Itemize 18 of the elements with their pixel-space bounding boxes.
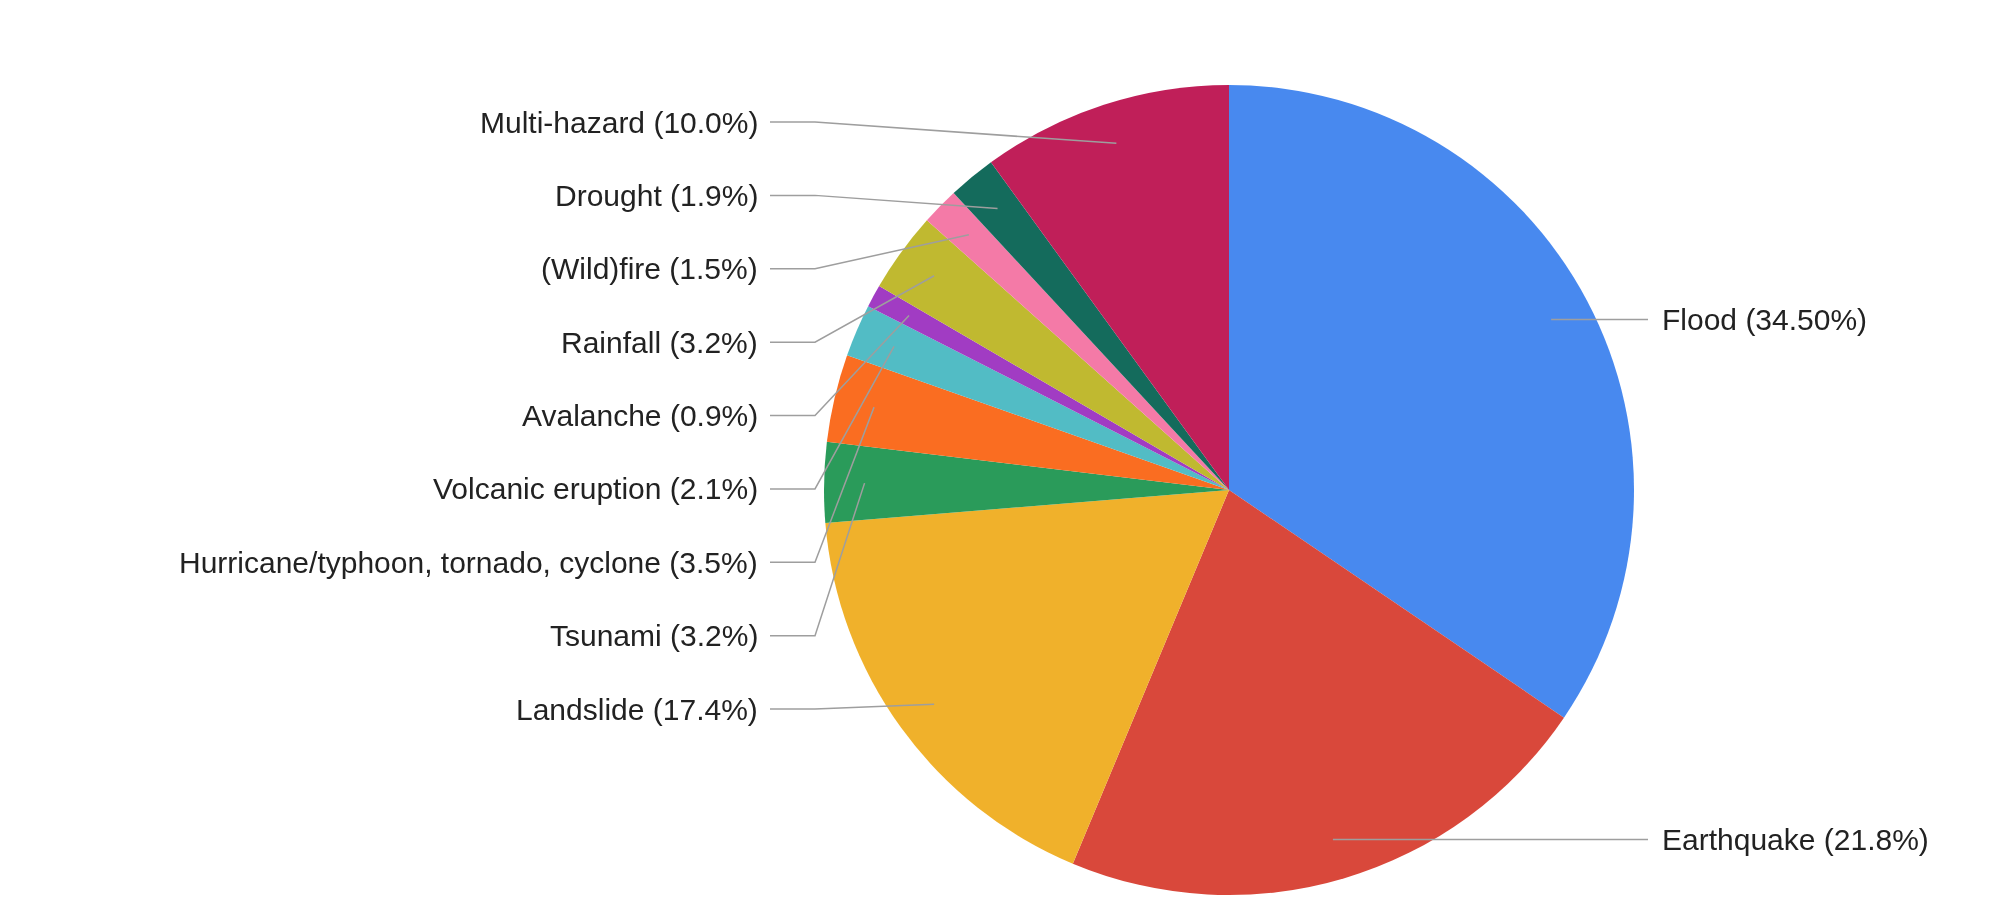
pie-slice: [990, 85, 1229, 490]
pie-slice: [1229, 85, 1634, 718]
pie-slice: [1072, 490, 1564, 895]
slice-label: Drought (1.9%): [555, 179, 759, 212]
pie-slice: [826, 355, 1229, 490]
slice-label: (Wild)fire (1.5%): [541, 252, 758, 285]
slice-label: Volcanic eruption (2.1%): [433, 472, 759, 505]
slice-label: Avalanche (0.9%): [522, 399, 759, 432]
pie-slice: [926, 193, 1229, 490]
slice-label: Tsunami (3.2%): [550, 619, 759, 652]
pie-slice: [879, 220, 1229, 490]
slice-label: Multi-hazard (10.0%): [480, 106, 759, 139]
slice-label: Rainfall (3.2%): [561, 326, 758, 359]
slice-label: Flood (34.50%): [1662, 303, 1868, 336]
slice-label: Earthquake (21.8%): [1662, 823, 1929, 856]
slice-label: Landslide (17.4%): [516, 693, 758, 726]
slice-label: Hurricane/typhoon, tornado, cyclone (3.5%): [179, 546, 758, 579]
pie-slice: [825, 490, 1229, 864]
